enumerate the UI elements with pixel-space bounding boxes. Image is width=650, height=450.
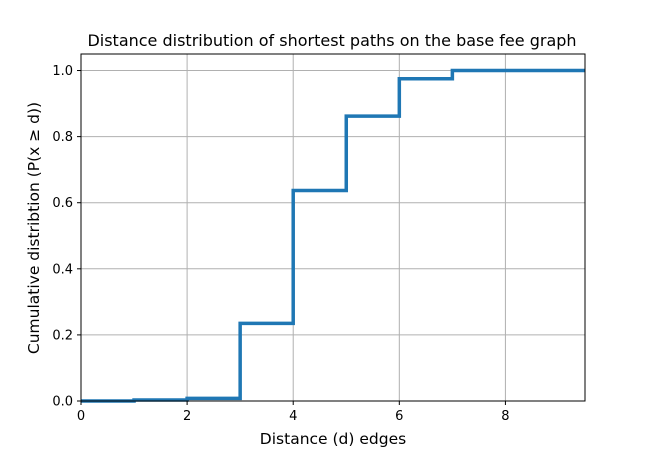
y-tick-label: 0.0 <box>52 395 73 410</box>
y-tick-label: 0.8 <box>52 130 73 145</box>
y-tick-label: 0.6 <box>52 196 73 211</box>
x-tick-label: 2 <box>183 409 191 424</box>
x-tick-label: 0 <box>77 409 85 424</box>
x-tick-label: 8 <box>501 409 509 424</box>
y-tick-label: 0.2 <box>52 328 73 343</box>
chart-title: Distance distribution of shortest paths … <box>87 31 576 50</box>
plot-area <box>80 68 585 403</box>
y-axis-label: Cumulative distribtion (P(x ≥ d)) <box>25 102 43 354</box>
x-axis-label: Distance (d) edges <box>260 430 406 448</box>
ticks: 0 2 4 6 8 0.0 0.2 0.4 0.6 0.8 1.0 <box>52 64 509 424</box>
cdf-step-line <box>81 68 585 403</box>
axes-frame <box>80 53 586 402</box>
grid <box>80 54 585 402</box>
x-tick-label: 6 <box>395 409 403 424</box>
y-tick-label: 0.4 <box>52 262 73 277</box>
y-tick-label: 1.0 <box>52 64 73 79</box>
x-tick-label: 4 <box>289 409 297 424</box>
